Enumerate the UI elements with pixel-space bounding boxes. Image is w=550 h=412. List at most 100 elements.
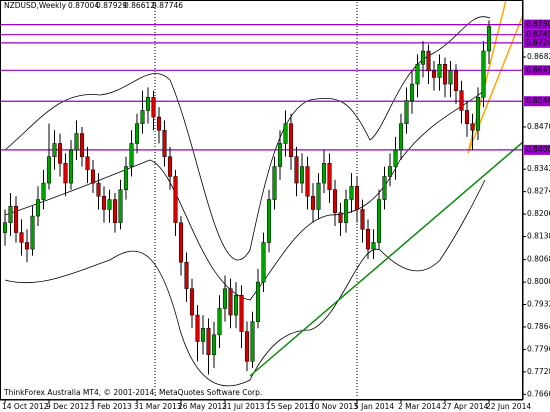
x-tick-label: 31 Mar 2013 (134, 402, 182, 411)
candle-body (327, 163, 332, 190)
x-tick-label: 5 Jan 2014 (354, 402, 394, 411)
candle-body (448, 70, 453, 85)
candle-body (470, 123, 475, 131)
level-label-box (524, 37, 550, 48)
x-tick-label: 3 Feb 2013 (90, 402, 132, 411)
candle-body (343, 199, 349, 223)
candle-body (118, 189, 123, 223)
candle-body (8, 205, 13, 223)
candle-body (211, 334, 217, 355)
candle-body (129, 143, 134, 167)
candle-body (134, 123, 140, 144)
candle-body (217, 308, 222, 336)
candle-body (453, 70, 459, 91)
x-tick-label: 10 Nov 2013 (310, 402, 358, 411)
candle-body (365, 229, 371, 250)
candle-body (184, 262, 189, 289)
candle-body (90, 169, 96, 184)
level-label: 0.87802 (526, 20, 550, 29)
candle-body (63, 163, 68, 184)
candle-body (360, 209, 365, 230)
level-label-box (524, 144, 550, 155)
candle-body (79, 133, 85, 157)
bollinger-lower (4, 179, 486, 387)
y-tick-label: 0.79320 (527, 300, 550, 309)
y-tick-label: 0.82740 (527, 187, 550, 196)
symbol-title: NZDUSD,Weekly (4, 1, 67, 10)
level-label: 0.87497 (526, 30, 550, 39)
candle-body (486, 26, 492, 52)
plot (0, 20, 523, 375)
candle-body (266, 199, 272, 243)
candle-body (442, 64, 448, 85)
y-tick-label: 0.86820 (527, 52, 550, 61)
candle-body (404, 100, 409, 124)
x-tick-label: 21 Jul 2013 (222, 402, 265, 411)
candle-body (74, 133, 79, 151)
candle-body (475, 97, 481, 131)
candle-body (173, 176, 178, 223)
y-tick-label: 0.84700 (527, 122, 550, 131)
candle-body (376, 199, 382, 243)
candle-body (162, 130, 167, 157)
candle-body (13, 205, 19, 233)
candle-body (387, 166, 393, 177)
candle-body (85, 156, 90, 171)
x-tick-label: 26 May 2013 (178, 402, 227, 411)
candle-body (481, 50, 486, 98)
candle-body (206, 328, 211, 355)
candle-body (459, 90, 464, 111)
candle-body (156, 116, 162, 131)
candle-body (178, 222, 184, 263)
quote-close: 0.87746 (152, 1, 183, 10)
level-label: 0.86417 (526, 65, 550, 74)
candle-body (189, 288, 195, 316)
bollinger-upper (4, 16, 491, 261)
candle-body (250, 321, 255, 362)
candle-body (283, 123, 288, 144)
plot-frame (0, 0, 523, 400)
candle-body (371, 242, 376, 250)
candle-body (332, 189, 338, 214)
candle-body (57, 143, 63, 164)
y-tick-label: 0.83420 (527, 164, 550, 173)
candle-body (409, 83, 415, 101)
candle-body (68, 149, 74, 184)
candle-body (222, 288, 228, 309)
candle-body (200, 328, 206, 342)
candle-body (101, 196, 107, 210)
candle-body (261, 242, 266, 283)
candle-body (415, 64, 420, 85)
candle-body (349, 186, 354, 200)
candle-body (24, 242, 30, 250)
level-label: 0.87249 (526, 38, 550, 47)
footer: ThinkForex Australia MT4, © 2001-2014, M… (3, 388, 262, 397)
candle-body (321, 163, 327, 184)
candle-body (310, 196, 316, 210)
candle-body (96, 182, 101, 197)
candle-body (123, 166, 129, 190)
candle-body (420, 50, 426, 65)
quote-low: 0.86612 (124, 1, 155, 10)
y-tick-label: 0.80000 (527, 277, 550, 286)
level-label-box (524, 96, 550, 107)
candle-body (41, 182, 46, 200)
y-tick-label: 0.81380 (527, 232, 550, 241)
candle-body (464, 110, 470, 124)
level-label-box (524, 65, 550, 76)
y-tick-label: 0.77960 (527, 344, 550, 353)
level-label-box (524, 19, 550, 30)
x-tick-label: 14 Oct 2012 (2, 402, 49, 411)
level-label-box (524, 29, 550, 40)
x-tick-label: 9 Dec 2012 (46, 402, 89, 411)
candle-body (30, 215, 35, 250)
candle-body (299, 166, 305, 184)
x-tick-label: 2 Mar 2014 (398, 402, 441, 411)
candle-body (239, 295, 244, 332)
candle-body (398, 123, 404, 151)
quote-open: 0.87004 (68, 1, 99, 10)
candle-body (228, 288, 233, 316)
candle-body (338, 212, 343, 223)
y-tick-label: 0.78640 (527, 322, 550, 331)
